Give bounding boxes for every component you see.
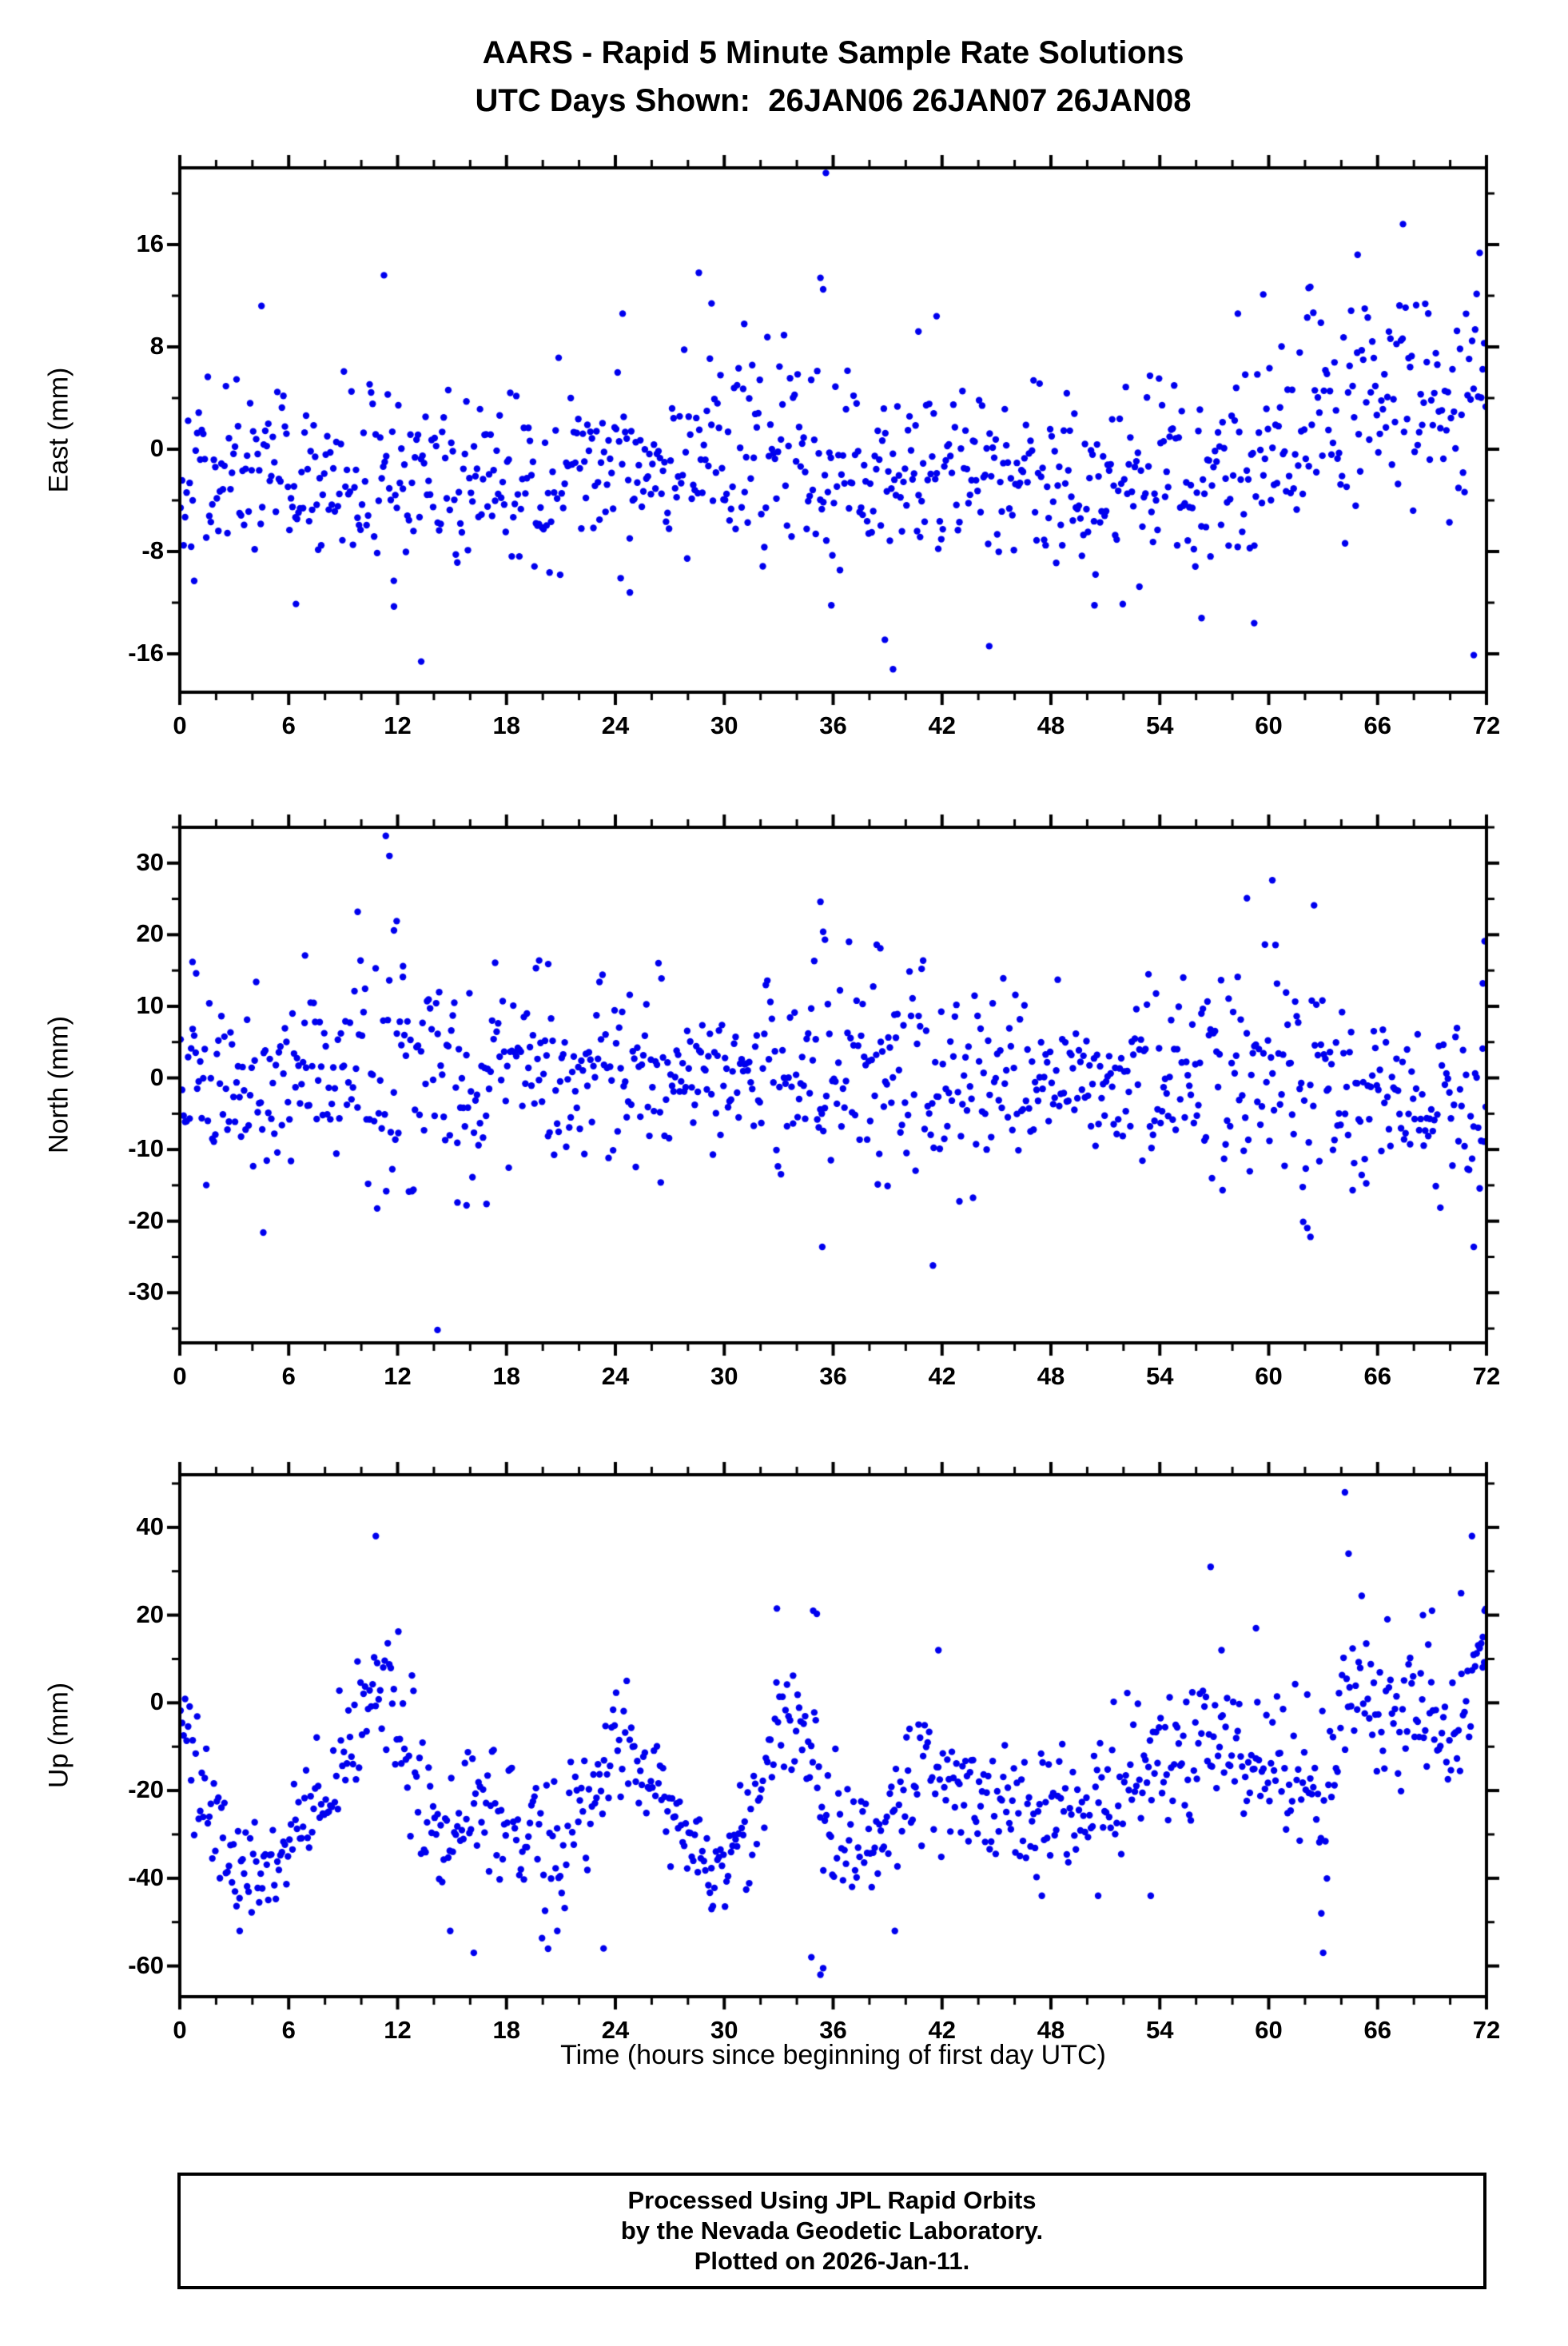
plot-page: { "title": { "line1": "AARS - Rapid 5 Mi… [0, 0, 1568, 2346]
scatter-plot-canvas [0, 0, 1568, 2346]
